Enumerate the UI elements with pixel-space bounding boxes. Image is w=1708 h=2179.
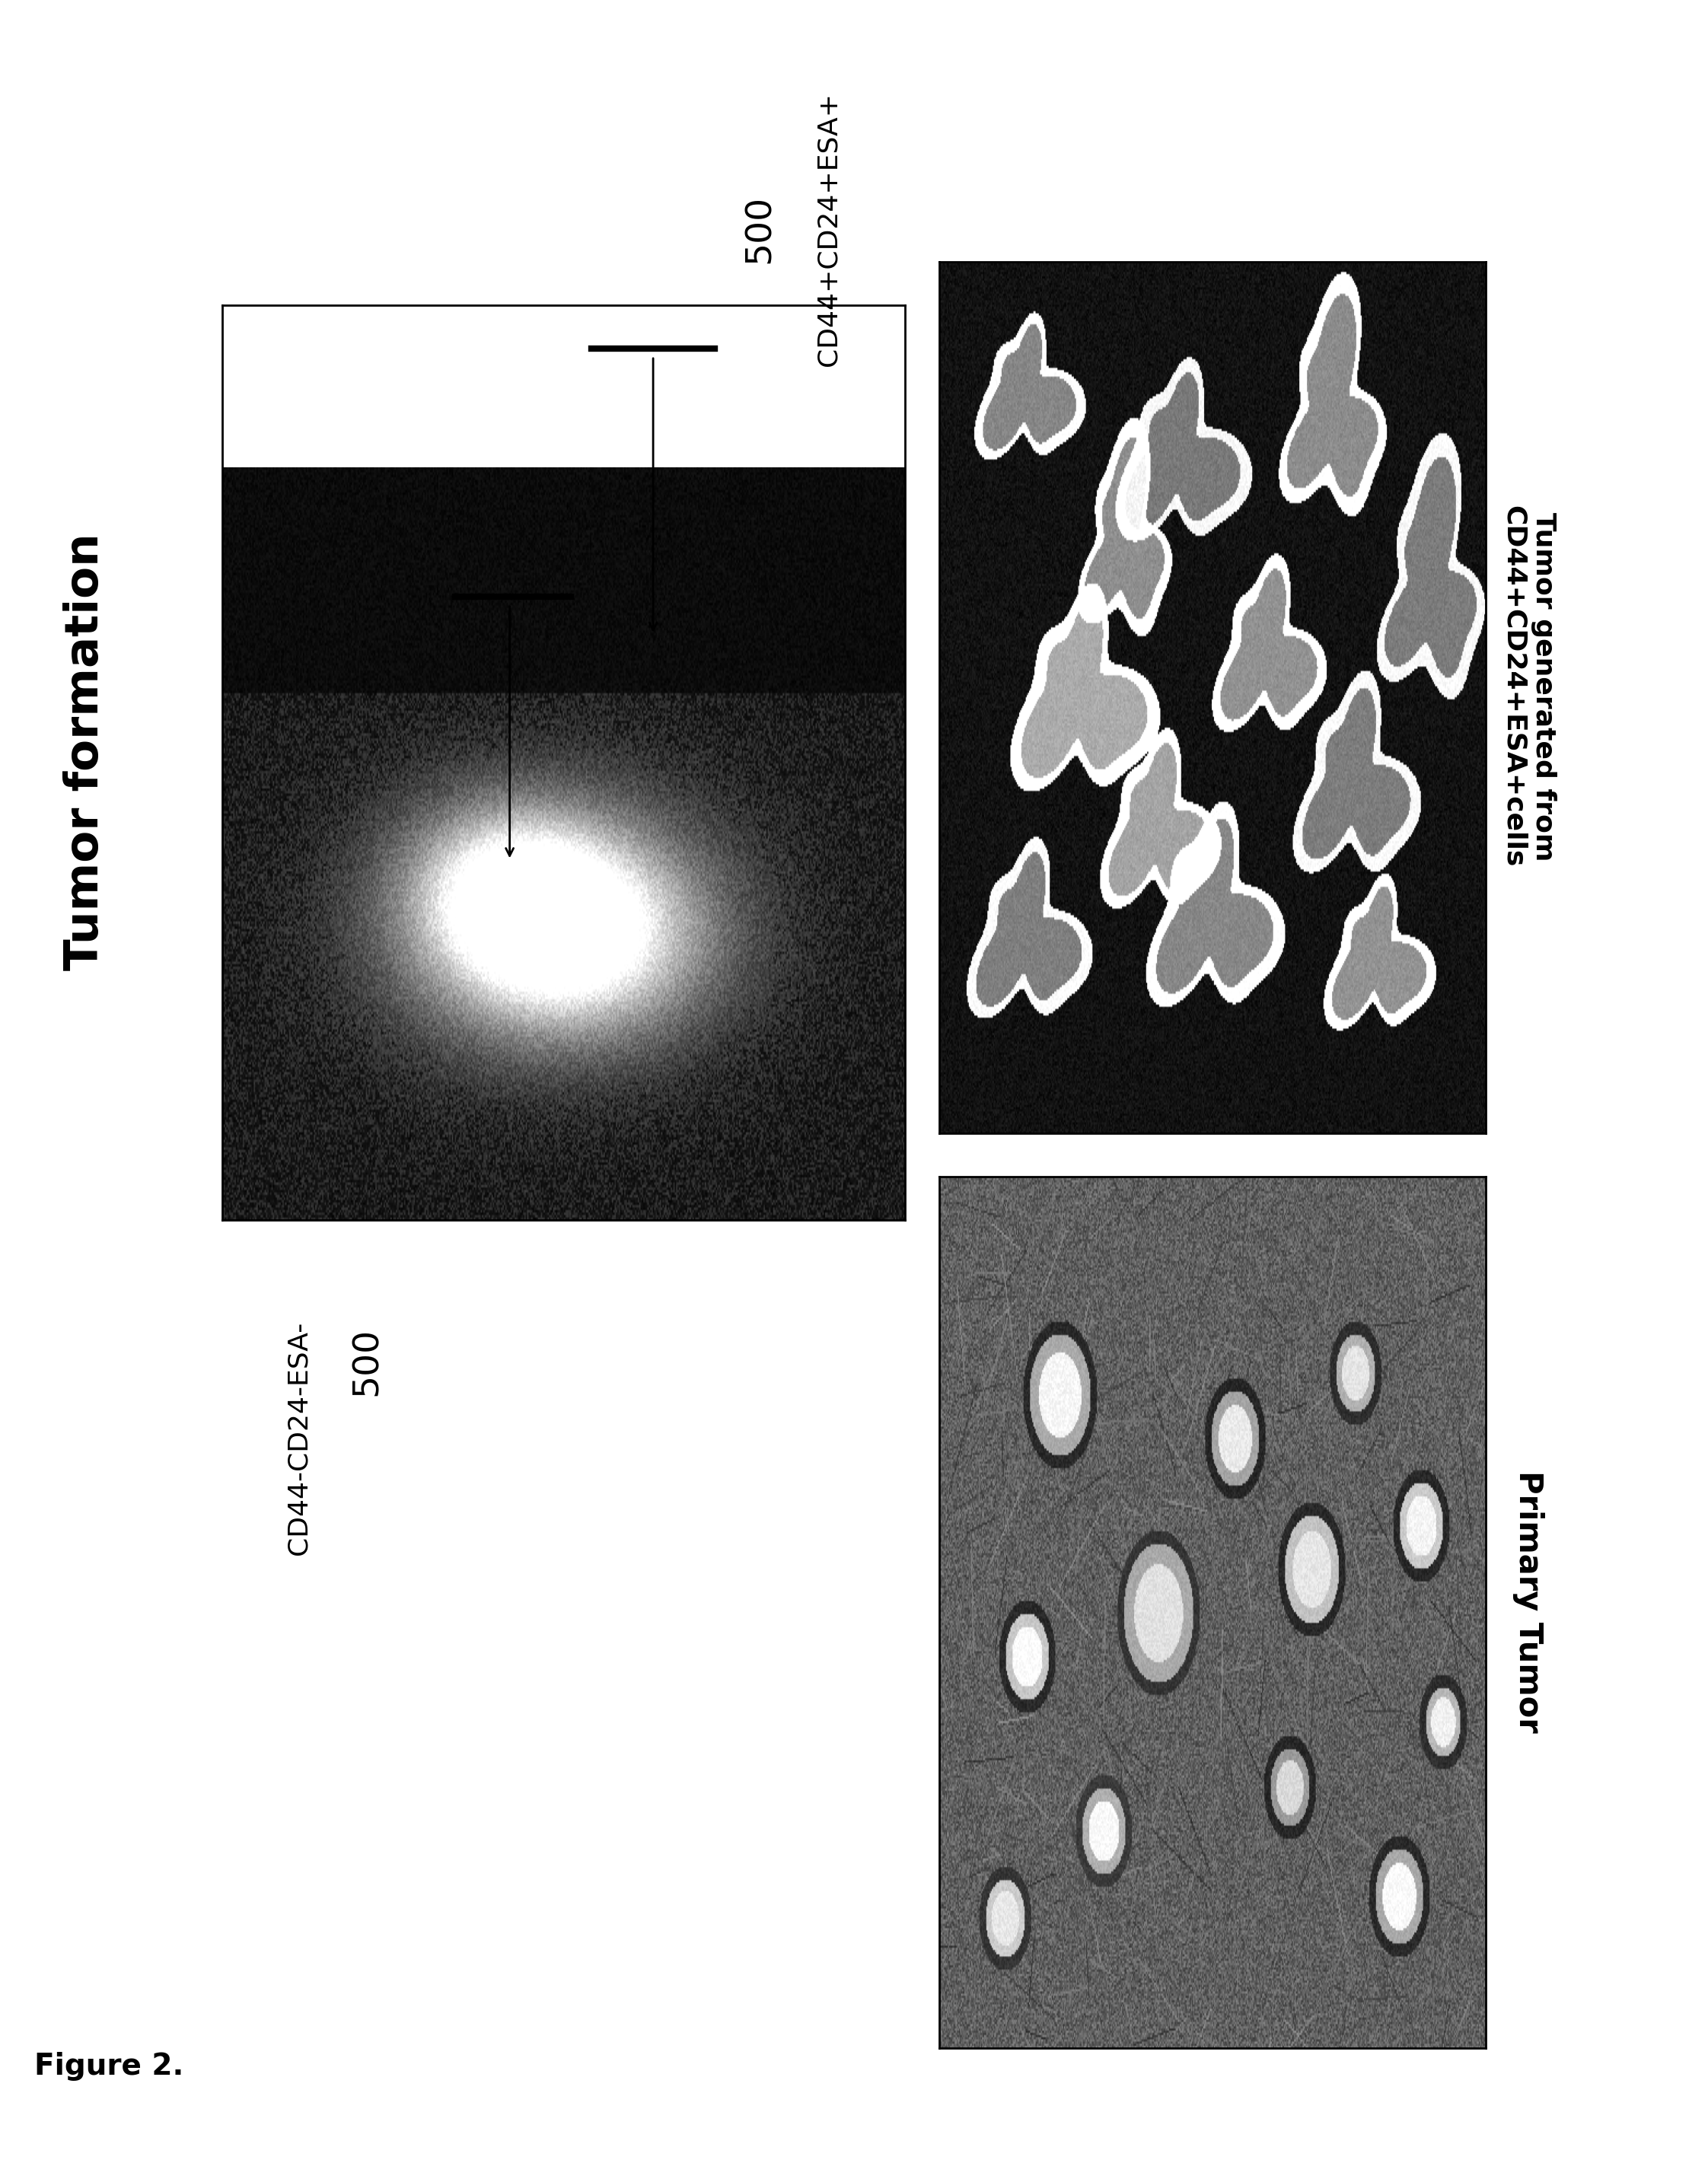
Text: 500: 500 [350, 1327, 384, 1397]
Text: Figure 2.: Figure 2. [34, 2053, 184, 2081]
Text: Primary Tumor: Primary Tumor [1513, 1471, 1544, 1732]
Text: 500: 500 [743, 194, 777, 264]
Text: CD44-CD24-ESA-: CD44-CD24-ESA- [285, 1320, 313, 1556]
Text: CD44+CD24+ESA+: CD44+CD24+ESA+ [815, 92, 842, 366]
Text: Tumor formation: Tumor formation [63, 534, 108, 970]
Text: Tumor generated from
CD44+CD24+ESA+cells: Tumor generated from CD44+CD24+ESA+cells [1501, 506, 1556, 867]
